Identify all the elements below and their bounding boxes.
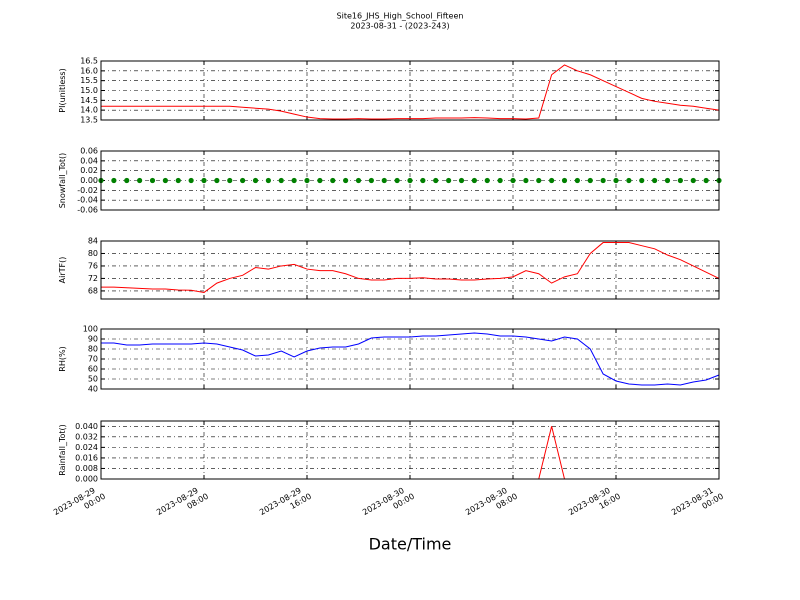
data-point [497,177,503,184]
y-tick-label: 40 [88,385,98,394]
x-axis-label: Date/Time [369,535,452,554]
data-point [536,177,542,184]
y-tick-label: 16.0 [80,66,98,75]
data-point [137,177,143,184]
y-tick-label: 14.0 [80,106,98,115]
data-point [291,177,297,184]
data-point [214,177,220,184]
y-tick-label: 80 [88,345,98,354]
data-point [613,177,619,184]
data-point [407,177,413,184]
y-tick-label: 60 [88,365,98,374]
y-tick-label: 0.00 [80,176,98,185]
y-tick-label: 84 [88,237,98,246]
data-point [471,177,477,184]
y-tick-label: 0.016 [75,453,98,462]
chart-title: Site16_JHS_High_School_Fifteen [337,12,464,21]
y-tick-label: 68 [88,286,98,295]
y-tick-label: 0.06 [80,147,98,156]
y-axis-label: Snowfall_Tot() [58,153,67,209]
data-point [433,177,439,184]
y-axis-label: AirTF() [58,257,67,284]
y-tick-label: 80 [88,249,98,258]
y-tick-label: -0.06 [77,206,98,215]
data-point [394,177,400,184]
data-point [561,177,568,184]
y-tick-label: 15.5 [80,76,98,85]
data-point [343,177,349,184]
data-line [101,242,720,293]
data-point [368,177,374,184]
data-point [652,177,658,184]
data-point [677,177,683,184]
data-point [240,177,246,184]
data-point [227,177,233,184]
data-point [587,177,593,184]
data-point [265,177,271,184]
data-point [484,177,490,184]
data-point [317,177,323,184]
y-tick-label: 100 [83,325,98,334]
plot-frame [100,420,720,480]
data-point [175,177,181,184]
data-line [101,64,720,120]
data-point [188,177,194,184]
y-tick-label: 0.032 [75,432,98,441]
data-point [446,177,452,184]
y-tick-label: 0.000 [75,475,98,484]
y-axis-label: RH(%) [58,346,67,371]
data-point [420,177,426,184]
y-tick-label: 72 [88,274,98,283]
data-line [101,332,720,386]
data-point [278,177,284,184]
y-tick-label: 76 [88,261,98,270]
data-point [549,177,555,184]
data-point [703,177,709,184]
data-point [574,177,580,184]
y-tick-label: 15.0 [80,86,98,95]
chart-subtitle: 2023-08-31 - (2023-243) [350,22,449,31]
data-point [639,177,645,184]
y-tick-label: -0.04 [77,196,98,205]
data-point [355,177,362,184]
y-tick-label: 13.5 [80,116,98,125]
data-point [690,177,696,184]
plot-frame [100,328,720,390]
y-tick-label: 0.040 [75,422,98,431]
y-axis-label: PI(unitless) [58,68,67,112]
y-tick-label: 0.024 [75,443,98,452]
y-tick-label: -0.02 [77,186,98,195]
data-point [111,177,117,184]
y-tick-label: 0.02 [80,166,98,175]
data-point [510,177,516,184]
data-point [201,177,207,184]
y-tick-label: 90 [88,335,98,344]
data-point [458,177,465,184]
y-tick-label: 0.04 [80,156,98,165]
plot-frame [100,60,720,121]
plot-frame [100,240,720,300]
data-point [600,177,606,184]
y-tick-label: 0.008 [75,464,98,473]
data-point [523,177,529,184]
plot-frame [100,150,720,211]
data-point [124,177,130,184]
data-point [381,177,387,184]
data-point [664,177,671,184]
data-point [252,177,259,184]
data-point [330,177,336,184]
data-point [626,177,632,184]
y-tick-label: 70 [88,355,98,364]
data-point [162,177,168,184]
data-point [149,177,156,184]
y-axis-label: Rainfall_Tot() [58,424,67,476]
y-tick-label: 14.5 [80,96,98,105]
y-tick-label: 50 [88,375,98,384]
y-tick-label: 16.5 [80,57,98,66]
data-point [304,177,310,184]
